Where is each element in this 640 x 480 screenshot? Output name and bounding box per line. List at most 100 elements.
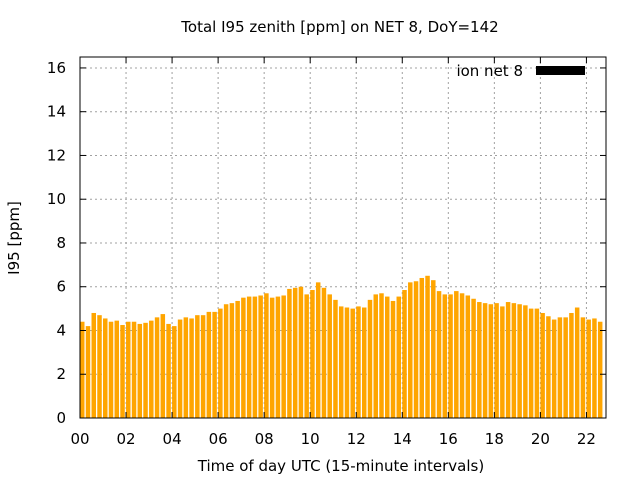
legend-swatch — [536, 66, 585, 75]
bar — [540, 312, 545, 418]
legend-label: ion net 8 — [456, 62, 523, 80]
bar — [310, 290, 315, 418]
bar — [85, 326, 91, 418]
bar — [592, 318, 597, 418]
bar — [580, 317, 586, 418]
bar — [367, 299, 373, 418]
bar — [494, 303, 499, 418]
bar — [385, 296, 390, 418]
bar — [574, 307, 580, 418]
axis-ticks — [79, 57, 606, 419]
bar — [361, 307, 367, 418]
bar — [586, 319, 591, 418]
x-tick-label: 18 — [485, 430, 504, 448]
bar — [431, 280, 436, 418]
bar — [281, 295, 286, 418]
bar — [235, 300, 240, 418]
bar — [356, 306, 361, 418]
bar — [454, 291, 459, 418]
bar — [103, 318, 108, 418]
bar — [200, 315, 206, 418]
x-tick-label: 22 — [577, 430, 596, 448]
bar — [223, 304, 229, 418]
legend: ion net 8 — [456, 62, 585, 80]
bar — [390, 300, 396, 418]
bar — [338, 306, 344, 418]
bar — [264, 293, 269, 418]
bar — [114, 320, 120, 418]
bar — [246, 296, 252, 418]
bar — [442, 294, 448, 418]
bar — [477, 302, 482, 418]
bar — [482, 303, 488, 418]
bar — [413, 281, 419, 418]
bar — [177, 319, 183, 418]
x-tick-label: 02 — [116, 430, 135, 448]
bar — [154, 317, 160, 418]
x-tick-label: 06 — [209, 430, 228, 448]
bar — [189, 318, 194, 418]
bar — [195, 315, 200, 418]
y-axis-label: I95 [ppm] — [5, 201, 23, 275]
x-tick-label: 14 — [393, 430, 412, 448]
bar — [80, 321, 85, 418]
bar — [166, 323, 171, 418]
bar — [500, 306, 505, 418]
bar — [298, 286, 304, 418]
bar — [137, 323, 143, 418]
bars — [80, 275, 603, 418]
bar — [557, 317, 563, 418]
x-tick-label: 20 — [531, 430, 550, 448]
bar — [149, 320, 154, 418]
bar — [287, 288, 292, 418]
x-tick-label: 12 — [347, 430, 366, 448]
bar — [523, 305, 528, 418]
bar — [425, 275, 430, 418]
bar — [448, 294, 453, 418]
bar — [212, 311, 217, 418]
bar — [408, 282, 413, 418]
bar — [229, 303, 235, 418]
bar — [172, 326, 177, 418]
y-tick-label: 12 — [47, 146, 66, 164]
bar — [379, 293, 384, 418]
x-tick-label: 00 — [70, 430, 89, 448]
x-tick-label: 08 — [255, 430, 274, 448]
bar — [91, 312, 96, 418]
bar — [206, 311, 212, 418]
bar — [269, 297, 275, 418]
bar — [327, 294, 332, 418]
bar — [160, 314, 166, 418]
bar — [315, 282, 321, 418]
bar — [344, 307, 350, 418]
x-tick-label: 04 — [163, 430, 182, 448]
bar — [304, 294, 309, 418]
bar — [488, 304, 494, 418]
bar — [275, 296, 281, 418]
bar — [465, 295, 471, 418]
bar — [517, 304, 522, 418]
chart-title: Total I95 zenith [ppm] on NET 8, DoY=142 — [180, 18, 498, 36]
plot-frame — [79, 56, 607, 419]
bar — [258, 295, 263, 418]
y-tick-label: 2 — [56, 365, 66, 383]
bar — [534, 308, 540, 418]
bar — [597, 321, 603, 418]
bar — [321, 287, 327, 418]
y-tick-label: 16 — [47, 59, 66, 77]
y-tick-label: 0 — [56, 409, 66, 427]
bar — [436, 291, 442, 418]
bar — [373, 294, 378, 418]
bar — [505, 302, 511, 418]
y-tick-label: 14 — [47, 103, 66, 121]
bar — [241, 297, 246, 418]
bar — [292, 287, 298, 418]
bar — [350, 308, 355, 418]
bar — [108, 321, 114, 418]
bar — [333, 299, 338, 418]
bar — [218, 308, 223, 418]
x-tick-label: 10 — [301, 430, 320, 448]
bar — [563, 317, 568, 418]
